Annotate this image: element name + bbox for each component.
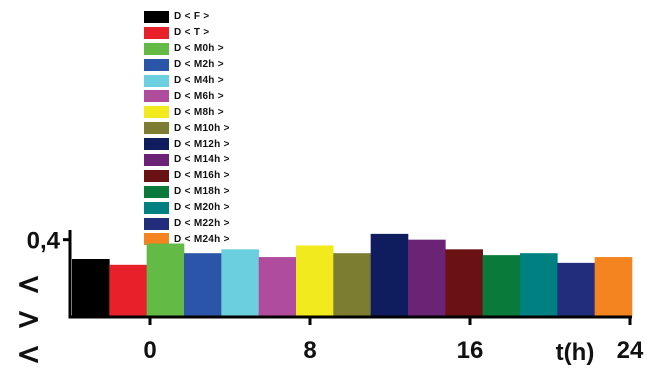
legend-item: D < M16h > xyxy=(144,168,230,184)
x-tick-label: 8 xyxy=(303,337,316,364)
bar xyxy=(109,264,147,317)
bar xyxy=(184,253,222,317)
y-axis-label-glyph-3: < xyxy=(16,337,42,372)
legend-swatch xyxy=(144,106,169,119)
legend-item: D < M6h > xyxy=(144,88,230,104)
bar xyxy=(258,257,297,317)
x-tick-label: 24 xyxy=(617,337,644,364)
legend-swatch xyxy=(144,26,169,39)
bar xyxy=(445,249,483,317)
x-tick-label: 0 xyxy=(143,337,156,364)
legend-label: D < M0h > xyxy=(174,43,224,55)
legend-swatch xyxy=(144,138,169,151)
y-axis-label-glyph-2: > xyxy=(16,302,42,337)
legend-label: D < M8h > xyxy=(174,106,224,118)
legend-item: D < M4h > xyxy=(144,73,230,89)
legend-item: D < T > xyxy=(144,25,230,41)
legend-item: D < M10h > xyxy=(144,120,230,136)
legend-swatch xyxy=(144,217,169,230)
legend-label: D < M14h > xyxy=(174,154,230,166)
bar xyxy=(296,245,334,317)
y-axis-label-glyph-1: < xyxy=(16,267,42,302)
legend-item: D < M2h > xyxy=(144,57,230,73)
legend-swatch xyxy=(144,42,169,55)
legend-label: D < M16h > xyxy=(174,170,230,182)
bar xyxy=(594,257,633,317)
y-tick-label: 0,4 xyxy=(27,228,61,255)
legend-swatch xyxy=(144,185,169,198)
legend-swatch xyxy=(144,122,169,135)
legend-label: D < M6h > xyxy=(174,90,224,102)
legend-label: D < M4h > xyxy=(174,75,224,86)
bar xyxy=(520,253,558,317)
x-axis-label: t(h) xyxy=(556,339,595,366)
legend-swatch xyxy=(144,153,169,166)
bar xyxy=(146,243,185,317)
legend-swatch xyxy=(144,74,169,87)
legend-swatch xyxy=(144,169,169,182)
legend-label: D < F > xyxy=(174,11,210,23)
legend-swatch xyxy=(144,201,169,214)
bar xyxy=(72,259,110,317)
legend-item: D < M8h > xyxy=(144,104,230,120)
legend-item: D < M20h > xyxy=(144,200,230,216)
legend-item: D < F > xyxy=(144,9,230,25)
legend-label: D < M20h > xyxy=(174,202,230,214)
legend-item: D < M22h > xyxy=(144,216,230,232)
legend-label: D < M22h > xyxy=(174,218,230,230)
legend-swatch xyxy=(144,233,169,246)
legend-label: D < T > xyxy=(174,27,210,39)
legend: D < F > D < T > D < M0h > D < M2h > D < M4h … xyxy=(144,9,230,247)
bar xyxy=(557,262,595,317)
legend-item: D < M14h > xyxy=(144,152,230,168)
legend-label: D < M18h > xyxy=(174,186,230,198)
bar xyxy=(333,253,371,317)
legend-item: D < M18h > xyxy=(144,184,230,200)
bar xyxy=(482,255,521,317)
legend-swatch xyxy=(144,10,169,23)
x-tick-label: 16 xyxy=(457,337,484,364)
legend-swatch xyxy=(144,90,169,103)
legend-label: D < M2h > xyxy=(174,59,224,71)
legend-label: D < M24h > xyxy=(174,233,230,245)
legend-label: D < M10h > xyxy=(174,122,230,134)
legend-item: D < M12h > xyxy=(144,136,230,152)
legend-label: D < M12h > xyxy=(174,138,230,150)
bar xyxy=(370,233,409,317)
legend-swatch xyxy=(144,58,169,71)
bar xyxy=(221,249,259,317)
bar xyxy=(408,239,446,317)
legend-item: D < M0h > xyxy=(144,41,230,57)
legend-item: D < M24h > xyxy=(144,231,230,247)
